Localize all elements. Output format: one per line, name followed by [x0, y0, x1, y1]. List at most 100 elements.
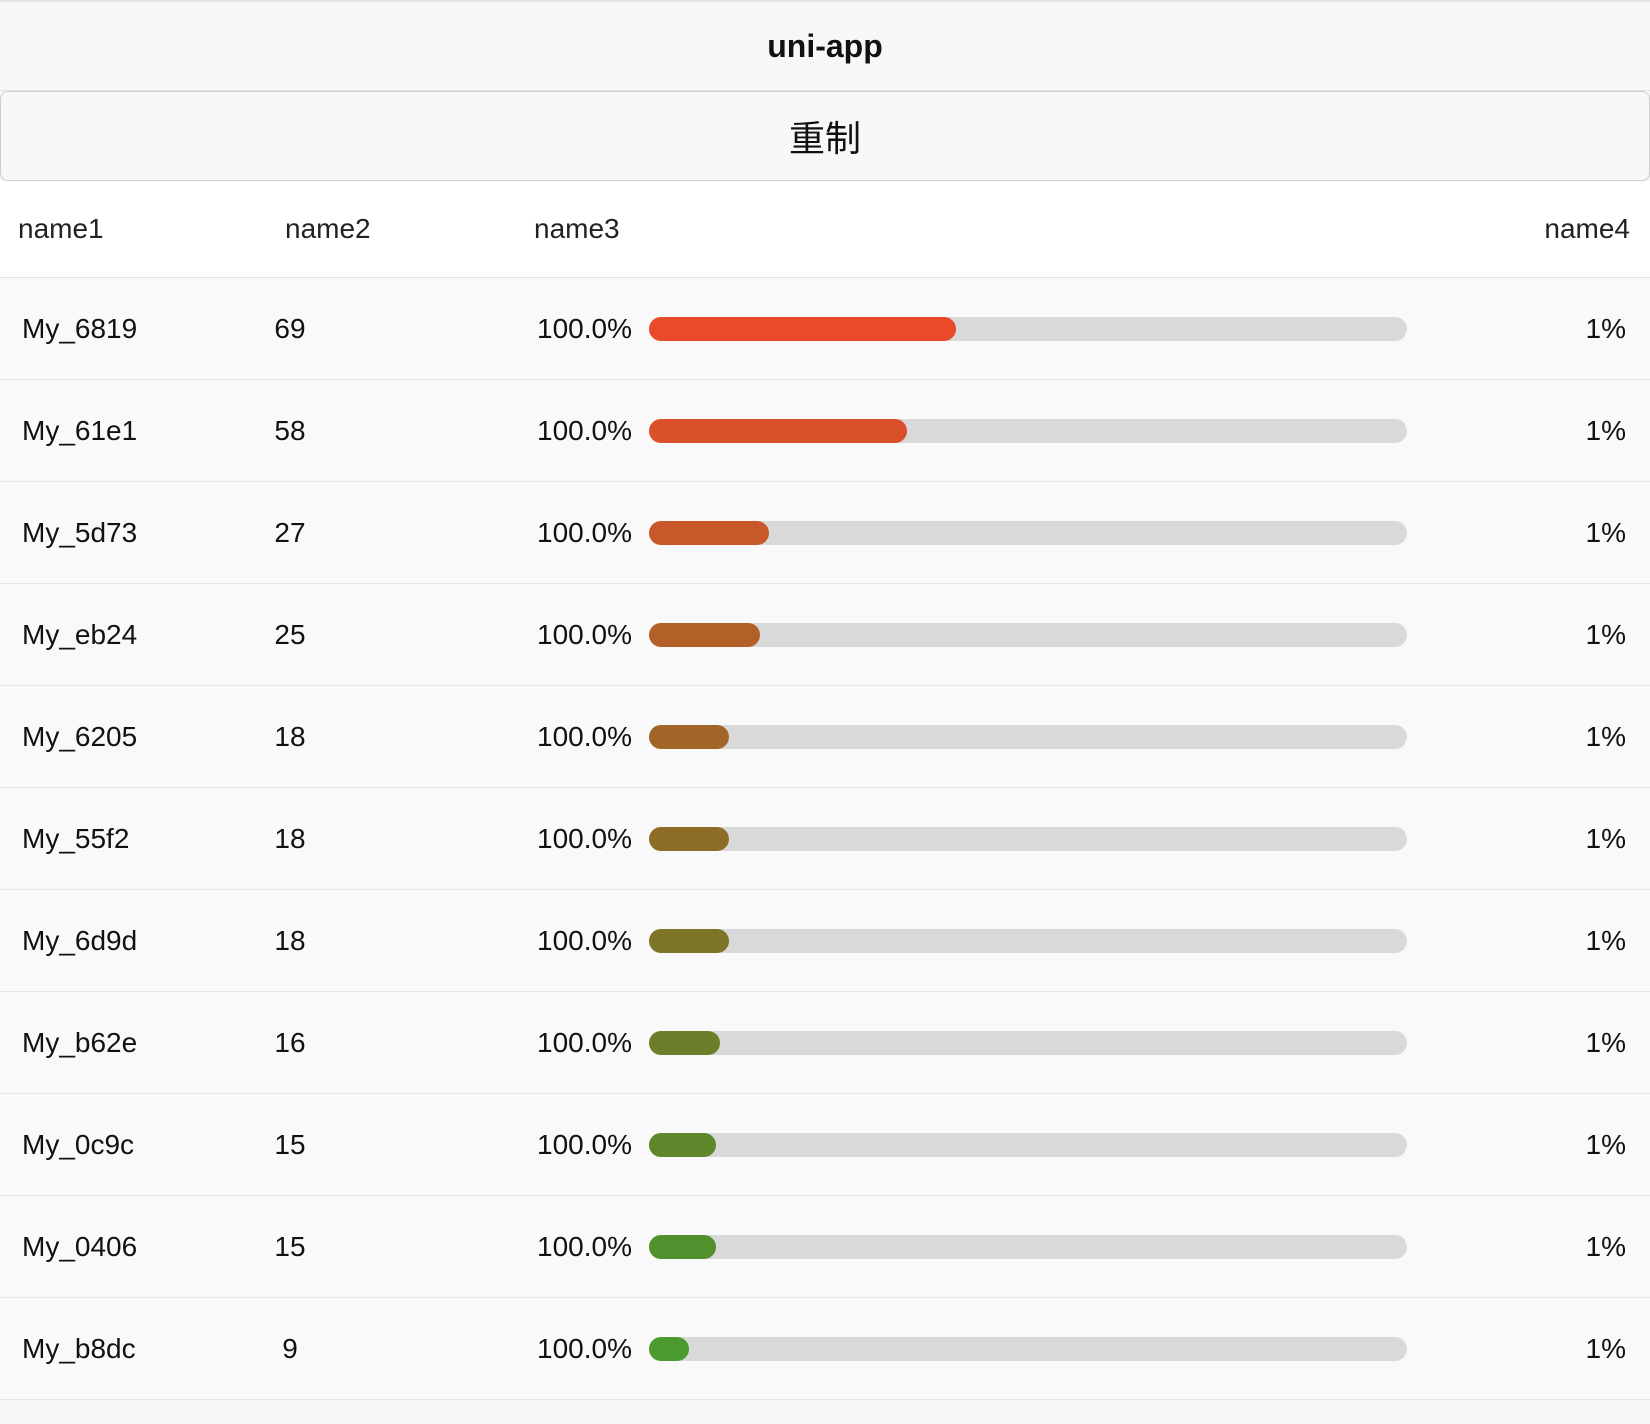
page-title: uni-app [767, 27, 883, 64]
progress-track [649, 520, 1407, 545]
row-percent-label: 100.0% [537, 1026, 632, 1058]
row-progress-cell: 100.0% [500, 619, 1420, 651]
row-name: My_b62e [22, 1026, 138, 1058]
row-rate: 1% [1585, 1128, 1626, 1160]
table-row: My_6819 69 100.0% 1% [0, 278, 1650, 380]
row-progress-cell: 100.0% [500, 415, 1420, 447]
progress-track [649, 724, 1407, 749]
navigation-bar: uni-app [0, 2, 1650, 91]
row-name: My_6d9d [22, 924, 138, 956]
row-count-cell: 15 [250, 1129, 500, 1161]
row-name: My_6205 [22, 720, 138, 752]
row-progress-cell: 100.0% [500, 313, 1420, 345]
progress-track [649, 928, 1407, 953]
header-name2: name2 [285, 213, 371, 244]
row-name: My_55f2 [22, 822, 130, 854]
row-count-cell: 16 [250, 1027, 500, 1059]
progress-track [649, 418, 1407, 443]
row-name: My_5d73 [22, 516, 138, 548]
row-percent-label: 100.0% [537, 1332, 632, 1364]
row-percent-label: 100.0% [537, 618, 632, 650]
table-header: name1 name2 name3 name4 [0, 181, 1650, 278]
row-percent-label: 100.0% [537, 822, 632, 854]
row-percent-label: 100.0% [537, 312, 632, 344]
row-count-cell: 27 [250, 517, 500, 549]
table-row: My_b8dc 9 100.0% 1% [0, 1298, 1650, 1400]
row-count: 69 [274, 312, 306, 344]
row-rate: 1% [1585, 1026, 1626, 1058]
row-rate: 1% [1585, 618, 1626, 650]
progress-fill [649, 1234, 716, 1259]
row-percent-label: 100.0% [537, 414, 632, 446]
header-name4: name4 [1544, 213, 1630, 244]
row-percent-label: 100.0% [537, 720, 632, 752]
progress-track [649, 1336, 1407, 1361]
row-count: 18 [274, 924, 306, 956]
row-count-cell: 69 [250, 313, 500, 345]
row-rate: 1% [1585, 516, 1626, 548]
ranking-table: name1 name2 name3 name4 My_6819 69 100.0% 1… [0, 181, 1650, 1400]
progress-fill [649, 1030, 721, 1055]
row-percent-label: 100.0% [537, 1230, 632, 1262]
table-body: My_6819 69 100.0% 1% My_61e1 58 100.0% 1% My_5d7… [0, 278, 1650, 1400]
header-name1: name1 [18, 213, 104, 244]
table-row: My_61e1 58 100.0% 1% [0, 380, 1650, 482]
table-row: My_0c9c 15 100.0% 1% [0, 1094, 1650, 1196]
row-count: 25 [274, 618, 306, 650]
row-count-cell: 18 [250, 721, 500, 753]
row-count: 15 [274, 1230, 306, 1262]
table-row: My_6205 18 100.0% 1% [0, 686, 1650, 788]
row-count: 9 [282, 1332, 298, 1364]
row-count: 18 [274, 720, 306, 752]
progress-fill [649, 1132, 716, 1157]
progress-track [649, 1132, 1407, 1157]
progress-fill [649, 316, 956, 341]
row-count: 27 [274, 516, 306, 548]
row-name: My_eb24 [22, 618, 138, 650]
progress-fill [649, 724, 729, 749]
row-name: My_61e1 [22, 414, 138, 446]
progress-fill [649, 928, 729, 953]
row-count: 16 [274, 1026, 306, 1058]
row-rate: 1% [1585, 1230, 1626, 1262]
reset-button[interactable]: 重制 [0, 91, 1650, 181]
row-rate: 1% [1585, 720, 1626, 752]
row-progress-cell: 100.0% [500, 1231, 1420, 1263]
row-count-cell: 58 [250, 415, 500, 447]
table-row: My_eb24 25 100.0% 1% [0, 584, 1650, 686]
row-progress-cell: 100.0% [500, 1333, 1420, 1365]
progress-track [649, 826, 1407, 851]
row-count: 58 [274, 414, 306, 446]
row-count-cell: 25 [250, 619, 500, 651]
row-count-cell: 18 [250, 925, 500, 957]
header-name3: name3 [534, 213, 620, 244]
progress-track [649, 622, 1407, 647]
row-count: 15 [274, 1128, 306, 1160]
row-progress-cell: 100.0% [500, 823, 1420, 855]
row-progress-cell: 100.0% [500, 1027, 1420, 1059]
progress-fill [649, 826, 729, 851]
table-row: My_b62e 16 100.0% 1% [0, 992, 1650, 1094]
row-name: My_6819 [22, 312, 138, 344]
progress-track [649, 1234, 1407, 1259]
row-progress-cell: 100.0% [500, 517, 1420, 549]
row-progress-cell: 100.0% [500, 721, 1420, 753]
row-count-cell: 15 [250, 1231, 500, 1263]
row-rate: 1% [1585, 312, 1626, 344]
table-row: My_5d73 27 100.0% 1% [0, 482, 1650, 584]
table-row: My_55f2 18 100.0% 1% [0, 788, 1650, 890]
row-count: 18 [274, 822, 306, 854]
progress-track [649, 1030, 1407, 1055]
row-progress-cell: 100.0% [500, 925, 1420, 957]
row-rate: 1% [1585, 1332, 1626, 1364]
row-count-cell: 18 [250, 823, 500, 855]
table-row: My_0406 15 100.0% 1% [0, 1196, 1650, 1298]
row-count-cell: 9 [250, 1333, 500, 1365]
progress-fill [649, 622, 760, 647]
progress-track [649, 316, 1407, 341]
row-percent-label: 100.0% [537, 516, 632, 548]
row-rate: 1% [1585, 414, 1626, 446]
row-name: My_b8dc [22, 1332, 136, 1364]
table-row: My_6d9d 18 100.0% 1% [0, 890, 1650, 992]
